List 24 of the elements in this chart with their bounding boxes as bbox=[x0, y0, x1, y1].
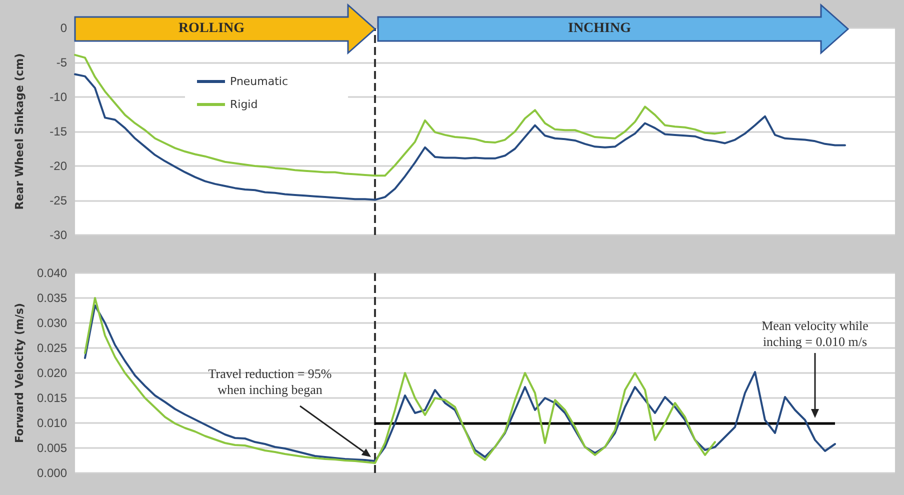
y-tick-label: -15 bbox=[50, 124, 68, 138]
y-tick-label: 0.040 bbox=[36, 266, 68, 280]
annotation: INCHING bbox=[568, 21, 632, 37]
y-tick-label: 0.035 bbox=[36, 291, 68, 305]
y-tick-label: 0.000 bbox=[36, 466, 68, 480]
y-tick-label: -20 bbox=[50, 159, 68, 173]
y-tick-label: 0.010 bbox=[36, 416, 68, 430]
annotation: Mean velocity while inching = 0.010 m/s bbox=[760, 318, 870, 350]
y-tick-label: -25 bbox=[50, 194, 68, 208]
y-tick-label: -30 bbox=[50, 228, 68, 242]
y-tick-label: 0.020 bbox=[36, 366, 68, 380]
legend-label: Pneumatic bbox=[230, 75, 288, 88]
y-tick-label: 0 bbox=[60, 21, 68, 35]
y-tick-label: 0.015 bbox=[36, 391, 68, 405]
y-tick-label: -10 bbox=[50, 90, 68, 104]
annotation: Travel reduction = 95% when inching began bbox=[207, 366, 333, 398]
y-tick-label: 0.030 bbox=[36, 316, 68, 330]
y-axis-title: Forward Velocity (m/s) bbox=[13, 302, 26, 444]
y-tick-label: -5 bbox=[56, 56, 68, 70]
y-tick-label: 0.025 bbox=[36, 341, 68, 355]
y-tick-label: 0.005 bbox=[36, 441, 68, 455]
y-axis-title: Rear Wheel Sinkage (cm) bbox=[13, 53, 26, 210]
annotation: ROLLING bbox=[178, 21, 245, 37]
legend-label: Rigid bbox=[230, 98, 258, 111]
